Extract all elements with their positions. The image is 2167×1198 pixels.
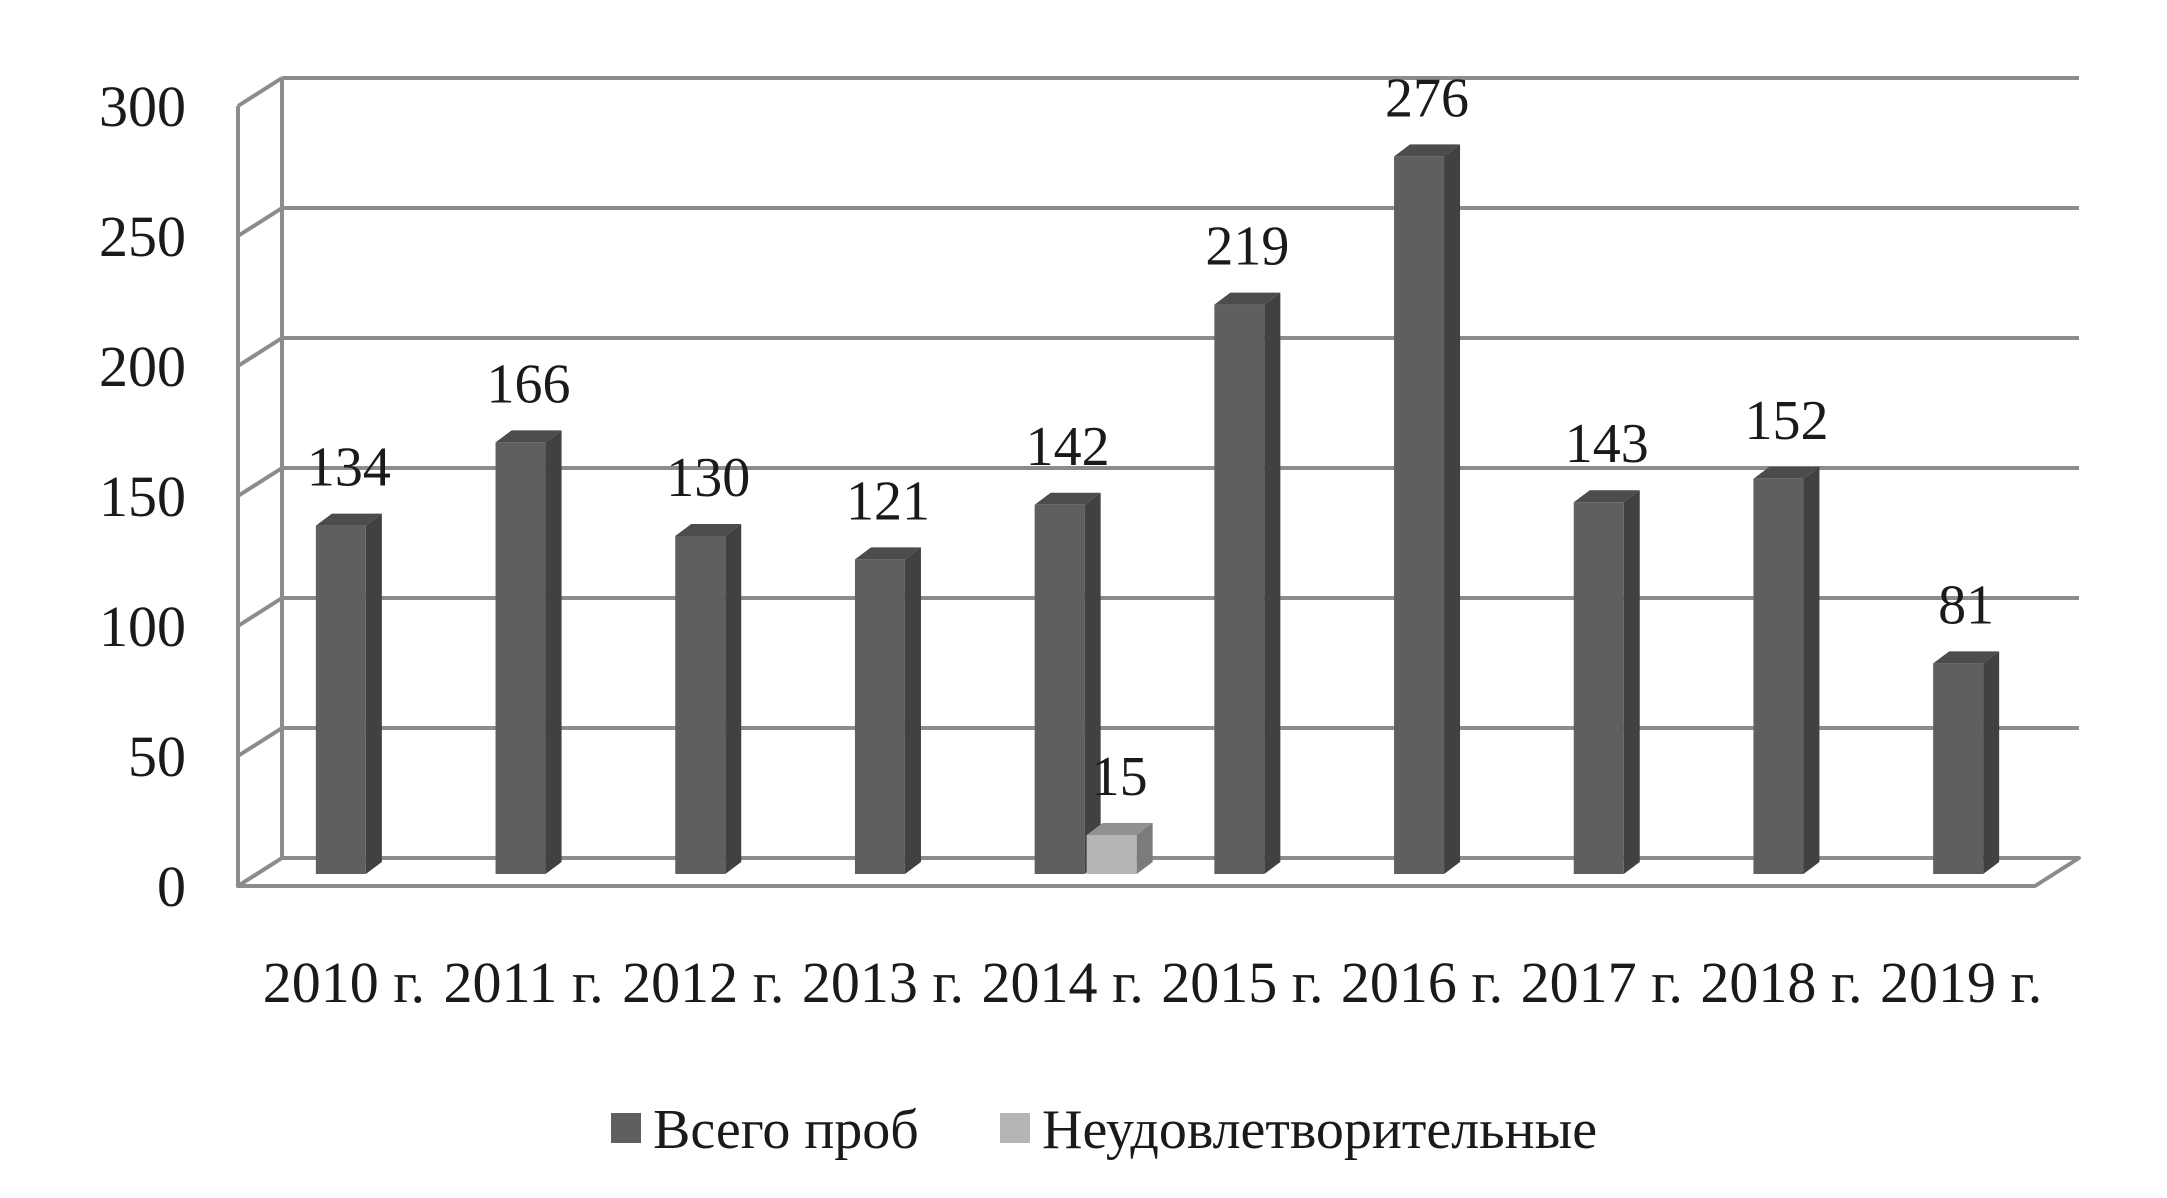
x-tick-label: 2017 г. bbox=[1521, 950, 1683, 1015]
x-tick-label: 2010 г. bbox=[263, 950, 425, 1015]
bar-front bbox=[1753, 478, 1804, 874]
bar bbox=[854, 547, 921, 874]
x-tick-label: 2016 г. bbox=[1341, 950, 1503, 1015]
bar-front bbox=[854, 559, 905, 874]
x-tick-label: 2012 г. bbox=[622, 950, 784, 1015]
gridline-side bbox=[236, 596, 284, 628]
legend-item: Всего проб bbox=[611, 1099, 919, 1161]
legend-swatch bbox=[611, 1113, 641, 1143]
bar-front bbox=[675, 536, 726, 874]
data-labels: 134 166 130 121 142 15 219 276 143 152 81 bbox=[307, 67, 1994, 808]
bar-top bbox=[675, 524, 742, 536]
data-label: 142 bbox=[1026, 416, 1110, 478]
bar-front bbox=[495, 442, 546, 874]
y-tick-label: 300 bbox=[99, 74, 186, 139]
gridline-side bbox=[236, 336, 284, 368]
bar-front bbox=[1214, 304, 1265, 875]
bar-front bbox=[1394, 156, 1445, 874]
bar-top bbox=[1086, 823, 1153, 835]
data-label: 166 bbox=[487, 353, 571, 415]
bar-top bbox=[1933, 651, 2000, 664]
bar bbox=[1086, 823, 1153, 874]
bar-top bbox=[1573, 490, 1640, 503]
data-label: 143 bbox=[1565, 413, 1649, 475]
y-tick-label: 200 bbox=[99, 334, 186, 399]
bar bbox=[1034, 492, 1101, 874]
bar bbox=[315, 513, 382, 874]
bar-side bbox=[1136, 823, 1153, 874]
gridline-side bbox=[236, 206, 284, 238]
bar-front bbox=[315, 525, 366, 874]
gridline-side bbox=[236, 466, 284, 498]
bar bbox=[1573, 490, 1640, 874]
data-label: 121 bbox=[846, 470, 930, 532]
data-label: 276 bbox=[1385, 67, 1469, 129]
bar-side bbox=[1444, 144, 1461, 874]
bar-top bbox=[1394, 144, 1461, 157]
grid bbox=[236, 76, 2079, 888]
y-tick-label: 50 bbox=[128, 724, 186, 789]
x-tick-label: 2014 г. bbox=[982, 950, 1144, 1015]
bar bbox=[495, 430, 562, 874]
x-tick-label: 2019 г. bbox=[1880, 950, 2042, 1015]
data-label: 152 bbox=[1744, 390, 1828, 452]
bar bbox=[1933, 651, 2000, 874]
data-label: 134 bbox=[307, 437, 391, 499]
y-tick-label: 150 bbox=[99, 464, 186, 529]
bar-side bbox=[725, 524, 742, 874]
data-label: 219 bbox=[1205, 216, 1289, 278]
bar-side bbox=[1264, 292, 1281, 875]
y-tick-label: 250 bbox=[99, 204, 186, 269]
bar bbox=[1394, 144, 1461, 874]
bar-side bbox=[1084, 492, 1101, 874]
bar-top bbox=[1034, 492, 1101, 505]
bar-front bbox=[1034, 504, 1085, 874]
legend-label: Всего проб bbox=[653, 1099, 919, 1161]
bar-top bbox=[495, 430, 562, 443]
y-axis: 0 50 100 150 200 250 300 bbox=[99, 74, 240, 919]
bar-side bbox=[904, 547, 921, 874]
bar-top bbox=[315, 513, 382, 526]
x-tick-label: 2013 г. bbox=[802, 950, 964, 1015]
y-tick-label: 0 bbox=[157, 854, 186, 919]
bars bbox=[315, 144, 2000, 875]
x-axis: 2010 г. 2011 г. 2012 г. 2013 г. 2014 г. 2015 … bbox=[263, 950, 2043, 1015]
bar-side bbox=[365, 513, 382, 874]
bar-side bbox=[1983, 651, 2000, 874]
legend-label: Неудовлетворительные bbox=[1042, 1099, 1597, 1161]
bar-front bbox=[1573, 502, 1624, 874]
gridline-side bbox=[236, 76, 284, 108]
data-label: 81 bbox=[1938, 574, 1994, 636]
bar-side bbox=[1623, 490, 1640, 874]
x-tick-label: 2015 г. bbox=[1161, 950, 1323, 1015]
x-tick-label: 2011 г. bbox=[443, 950, 603, 1015]
y-tick-label: 100 bbox=[99, 594, 186, 659]
bar-side bbox=[545, 430, 562, 874]
bar-front bbox=[1086, 835, 1137, 874]
bar bbox=[675, 524, 742, 874]
bar-side bbox=[1803, 466, 1820, 874]
legend: Всего проб Неудовлетворительные bbox=[611, 1099, 1597, 1161]
bar-front bbox=[1933, 663, 1984, 874]
bar-top bbox=[1214, 292, 1281, 305]
bar-top bbox=[854, 547, 921, 560]
bar-top bbox=[1753, 466, 1820, 479]
bar bbox=[1753, 466, 1820, 874]
legend-item: Неудовлетворительные bbox=[1000, 1099, 1597, 1161]
x-tick-label: 2018 г. bbox=[1700, 950, 1862, 1015]
gridline-side bbox=[236, 726, 284, 758]
data-label: 15 bbox=[1092, 746, 1148, 808]
bar bbox=[1214, 292, 1281, 875]
legend-swatch bbox=[1000, 1113, 1030, 1143]
data-label: 130 bbox=[666, 447, 750, 509]
